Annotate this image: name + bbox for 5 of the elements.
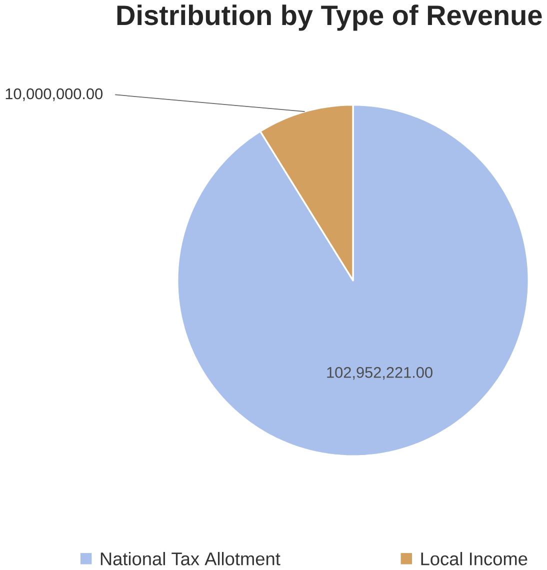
legend-label: Local Income — [421, 552, 527, 566]
data-label: 102,952,221.00 — [326, 367, 432, 380]
data-label: 10,000,000.00 — [6, 88, 102, 102]
legend-label: National Tax Allotment — [100, 552, 280, 566]
chart-title: Distribution by Type of Revenue — [117, 4, 542, 31]
